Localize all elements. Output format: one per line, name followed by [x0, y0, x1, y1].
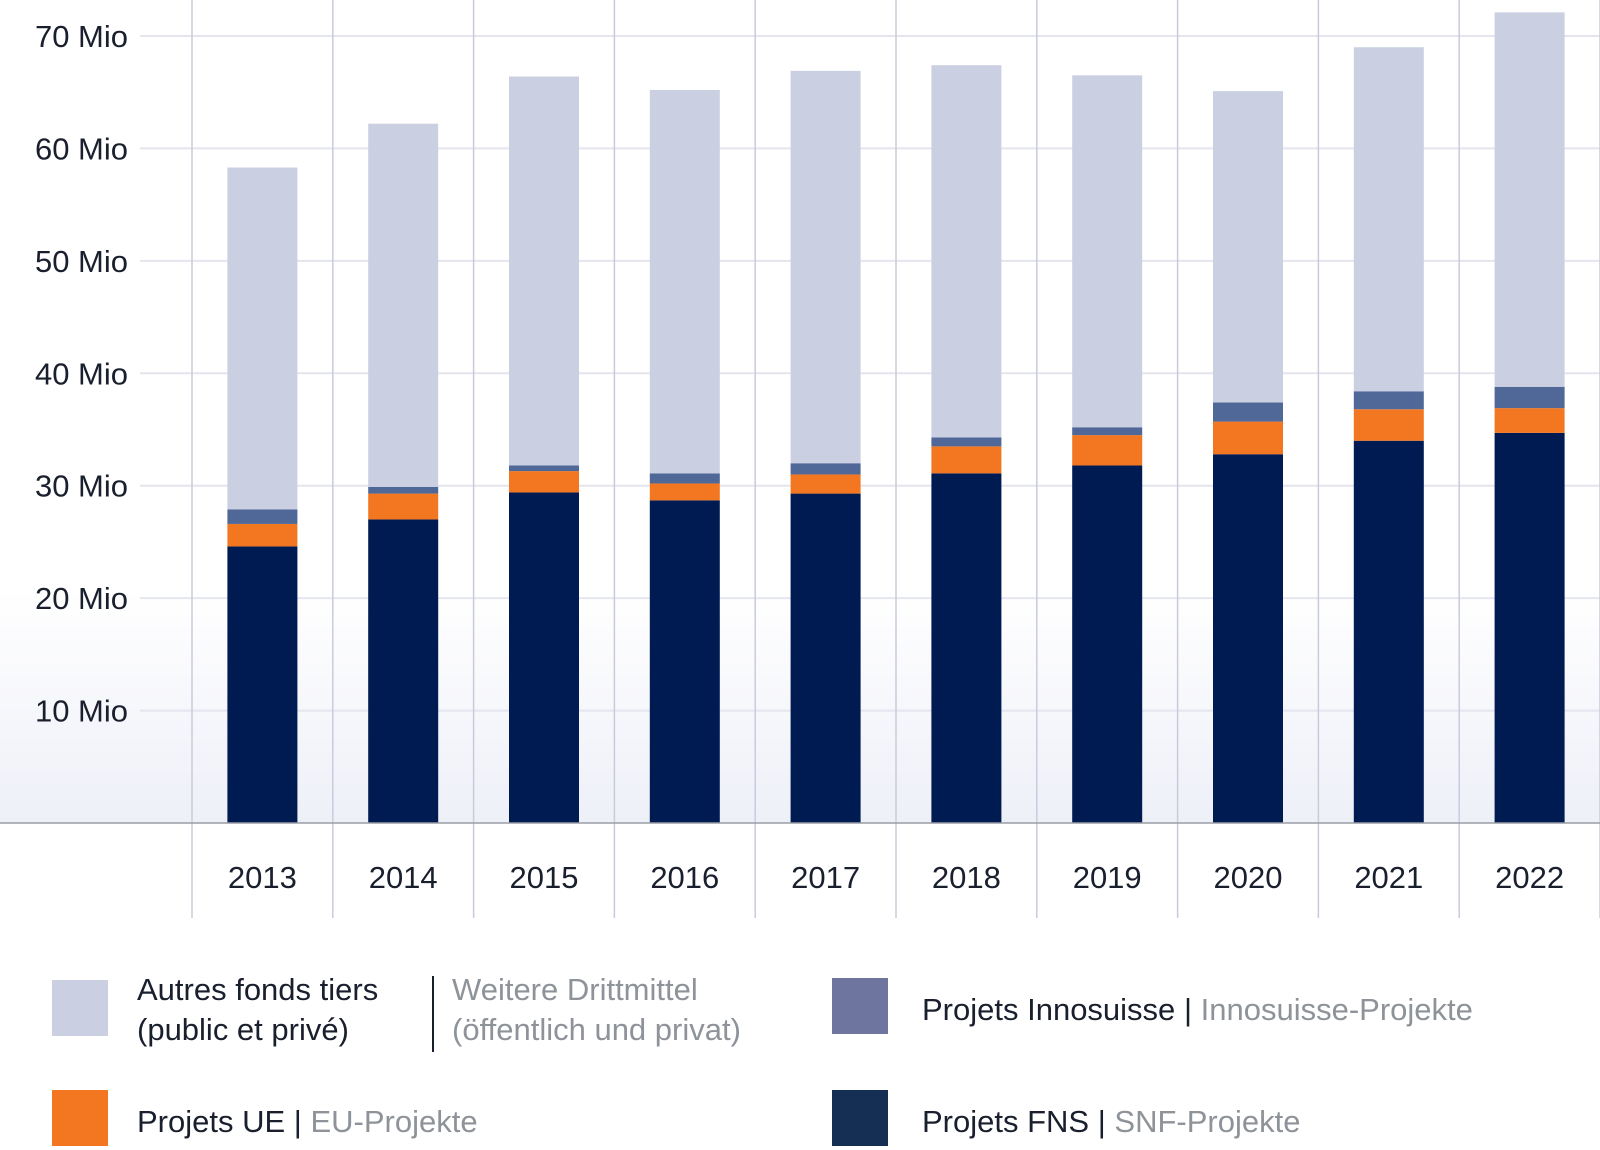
bar-segment-innosuisse — [1213, 402, 1283, 422]
legend-separator-ue: | — [293, 1104, 302, 1139]
bar-segment-innosuisse — [227, 509, 298, 524]
bar-segment-ue — [1072, 435, 1143, 466]
bar-segment-fns — [368, 519, 439, 823]
y-axis-ticks: 10 Mio 20 Mio 30 Mio 40 Mio 50 Mio 60 Mio 70 M… — [35, 19, 128, 729]
bar-segment-ue — [931, 446, 1002, 474]
bar-segment-autres — [227, 167, 298, 510]
bar-segment-innosuisse — [1072, 427, 1143, 436]
y-tick-label: 10 Mio — [35, 694, 128, 729]
bar-segment-autres — [368, 123, 439, 487]
x-tick-label: 2017 — [791, 860, 860, 895]
bars — [227, 12, 1565, 823]
legend-label-autres-fr-1: Autres fonds tiers — [137, 972, 379, 1007]
legend-swatch-innosuisse — [832, 978, 888, 1034]
legend-label-autres-fr-2: (public et privé) — [137, 1012, 349, 1047]
bar-segment-innosuisse — [368, 486, 439, 494]
bar-segment-ue — [790, 474, 861, 494]
legend-label-innosuisse-de: Innosuisse-Projekte — [1200, 992, 1473, 1027]
bar-segment-ue — [1353, 409, 1424, 441]
x-tick-label: 2016 — [650, 860, 719, 895]
bar-segment-autres — [649, 89, 720, 474]
x-tick-label: 2013 — [228, 860, 297, 895]
bar-segment-innosuisse — [509, 465, 579, 472]
legend-swatch-ue — [52, 1090, 108, 1146]
bar-segment-fns — [931, 473, 1002, 823]
bar-segment-autres — [1353, 47, 1424, 392]
legend-label-autres-de-2: (öffentlich und privat) — [452, 1012, 741, 1047]
y-tick-label: 40 Mio — [35, 356, 128, 391]
x-tick-label: 2021 — [1354, 860, 1423, 895]
legend-swatch-fns — [832, 1090, 888, 1146]
legend-label-autres-de-1: Weitere Drittmittel — [452, 972, 698, 1007]
bar-segment-fns — [227, 546, 298, 823]
bar-segment-ue — [649, 483, 720, 501]
bar-segment-ue — [368, 493, 439, 520]
bar-segment-fns — [649, 500, 720, 823]
bar-segment-innosuisse — [931, 437, 1002, 447]
bar-segment-fns — [1353, 440, 1424, 823]
legend-label-innosuisse-fr: Projets Innosuisse — [922, 992, 1176, 1027]
y-tick-label: 60 Mio — [35, 131, 128, 166]
bar-segment-autres — [931, 65, 1002, 438]
bar-segment-autres — [790, 70, 861, 464]
bar-segment-fns — [509, 492, 579, 823]
column-dividers — [191, 0, 1600, 918]
legend-swatch-autres — [52, 980, 108, 1036]
bar-segment-ue — [509, 471, 579, 493]
bar-segment-innosuisse — [1353, 391, 1424, 410]
legend-separator-autres — [432, 976, 434, 1052]
bar-segment-ue — [1213, 421, 1283, 455]
bar-segment-autres — [509, 76, 579, 466]
bar-segment-autres — [1213, 91, 1283, 403]
legend-label-fns-fr: Projets FNS — [922, 1104, 1090, 1139]
bar-segment-autres — [1072, 75, 1143, 428]
bar-segment-innosuisse — [1494, 386, 1565, 409]
legend-label-ue-fr: Projets UE — [137, 1104, 286, 1139]
bar-segment-ue — [1494, 408, 1565, 433]
y-tick-label: 20 Mio — [35, 581, 128, 616]
y-tick-label: 70 Mio — [35, 19, 128, 54]
legend-label-fns-de: SNF-Projekte — [1114, 1104, 1301, 1139]
x-tick-label: 2018 — [932, 860, 1001, 895]
legend-label-ue-de: EU-Projekte — [310, 1104, 478, 1139]
y-tick-label: 30 Mio — [35, 469, 128, 504]
bar-segment-autres — [1494, 12, 1565, 387]
bar-segment-ue — [227, 523, 298, 547]
x-tick-label: 2022 — [1495, 860, 1564, 895]
bar-segment-fns — [1494, 432, 1565, 823]
legend-separator-innosuisse: | — [1183, 992, 1192, 1027]
bar-segment-innosuisse — [649, 473, 720, 484]
bar-segment-fns — [1072, 465, 1143, 823]
bar-segment-innosuisse — [790, 463, 861, 475]
x-tick-label: 2019 — [1073, 860, 1142, 895]
legend-separator-fns: | — [1097, 1104, 1106, 1139]
bar-segment-fns — [1213, 454, 1283, 823]
y-tick-label: 50 Mio — [35, 244, 128, 279]
bar-segment-fns — [790, 493, 861, 823]
x-tick-label: 2014 — [369, 860, 438, 895]
x-axis-ticks: 2013 2014 2015 2016 2017 2018 2019 2020 2021 2022 — [228, 860, 1564, 895]
stacked-bar-chart: 10 Mio 20 Mio 30 Mio 40 Mio 50 Mio 60 Mio 70 M… — [0, 0, 1600, 918]
x-tick-label: 2015 — [510, 860, 579, 895]
x-tick-label: 2020 — [1214, 860, 1283, 895]
